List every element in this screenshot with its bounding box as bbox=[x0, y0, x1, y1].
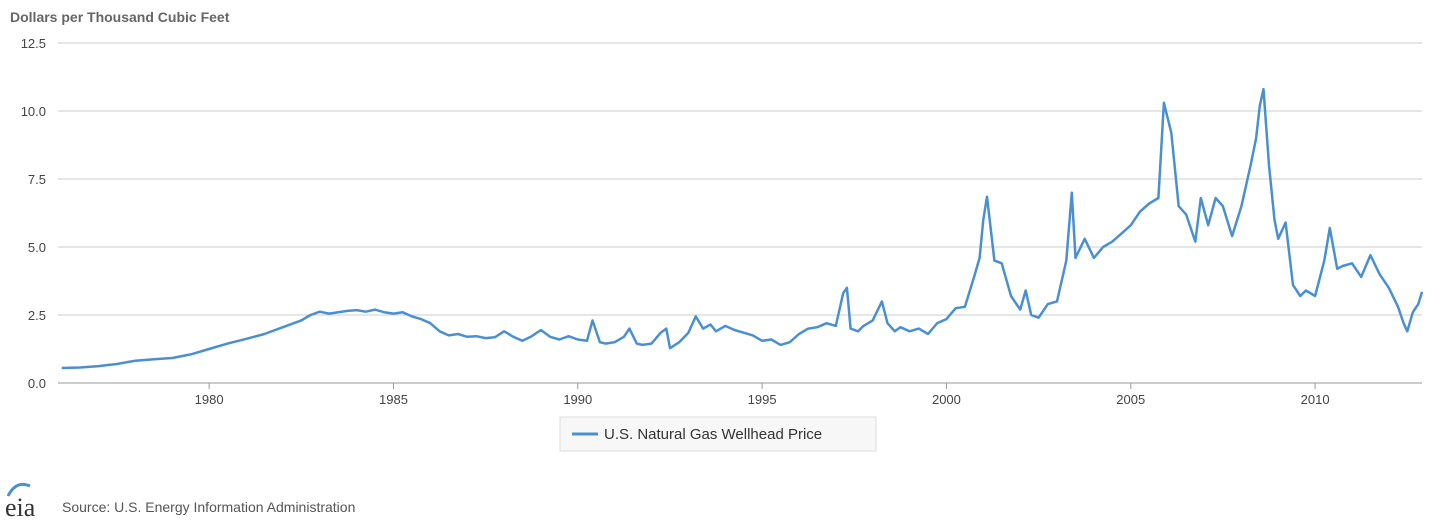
y-unit-label: Dollars per Thousand Cubic Feet bbox=[10, 9, 230, 25]
legend-box bbox=[559, 416, 877, 452]
x-tick-label: 1985 bbox=[379, 392, 408, 407]
y-tick-label: 10.0 bbox=[21, 104, 46, 119]
y-tick-label: 7.5 bbox=[28, 172, 46, 187]
y-tick-label: 5.0 bbox=[28, 240, 46, 255]
x-tick-labels: 1980 1985 1990 1995 2000 2005 2010 bbox=[195, 383, 1330, 407]
x-tick-label: 1990 bbox=[563, 392, 592, 407]
series-lines bbox=[61, 87, 1424, 370]
x-tick-label: 1980 bbox=[195, 392, 224, 407]
footer: eia Source: U.S. Energy Information Admi… bbox=[5, 482, 355, 522]
source-note: Source: U.S. Energy Information Administ… bbox=[62, 499, 355, 515]
y-tick-label: 2.5 bbox=[28, 308, 46, 323]
y-tick-labels: 0.0 2.5 5.0 7.5 10.0 12.5 bbox=[21, 36, 46, 391]
y-tick-label: 0.0 bbox=[28, 376, 46, 391]
eia-logo-icon bbox=[6, 482, 31, 497]
y-tick-label: 12.5 bbox=[21, 36, 46, 51]
gridlines bbox=[58, 42, 1422, 384]
x-tick-label: 2005 bbox=[1116, 392, 1145, 407]
legend[interactable]: U.S. Natural Gas Wellhead Price bbox=[559, 416, 877, 452]
x-tick-label: 1995 bbox=[748, 392, 777, 407]
series-line[interactable] bbox=[61, 87, 1424, 370]
eia-logo-text: eia bbox=[5, 493, 36, 522]
x-tick-label: 2010 bbox=[1301, 392, 1330, 407]
x-tick-label: 2000 bbox=[932, 392, 961, 407]
legend-label: U.S. Natural Gas Wellhead Price bbox=[604, 426, 822, 443]
